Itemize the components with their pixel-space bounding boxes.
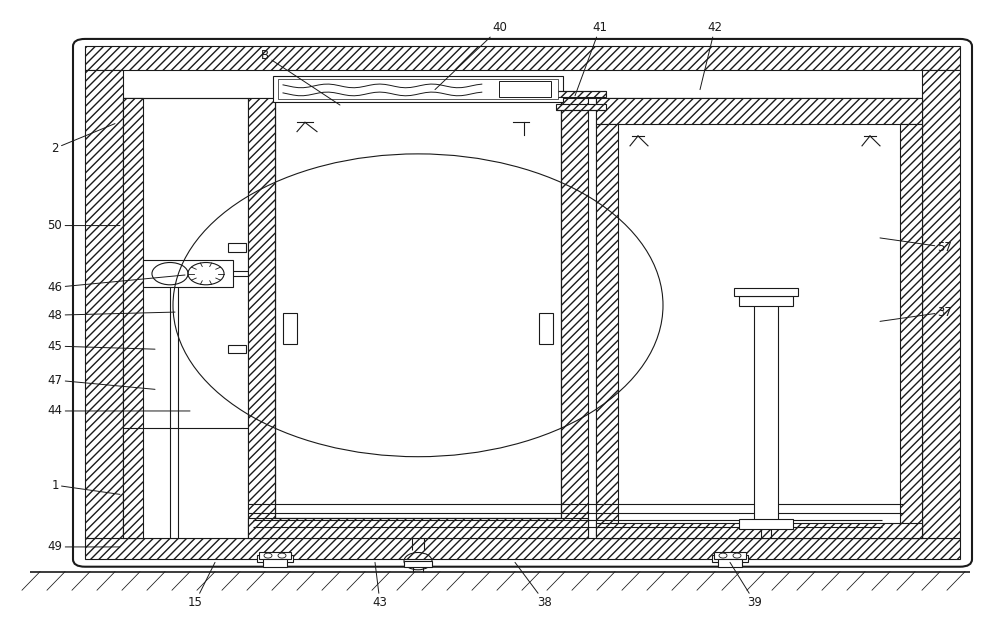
Bar [556,91,606,97]
Bar [596,523,922,538]
Bar [561,98,588,538]
Text: 46: 46 [48,275,185,294]
Bar [556,104,606,110]
Text: 49: 49 [48,540,120,554]
Text: 15: 15 [188,562,215,609]
Bar [556,104,606,110]
Text: 45: 45 [48,339,155,353]
Bar [263,559,287,567]
Bar [248,98,275,538]
Bar [596,98,922,124]
Bar [618,124,900,523]
Text: 40: 40 [435,21,507,90]
Bar [248,518,588,538]
Bar [922,70,960,538]
Text: 48: 48 [48,308,175,322]
Text: 1: 1 [51,478,120,494]
Bar [123,70,922,538]
Bar [283,313,297,344]
FancyBboxPatch shape [73,39,972,567]
Bar [596,124,618,538]
Bar [596,124,618,538]
Bar [596,523,922,538]
Bar [739,519,793,529]
Bar [85,538,960,559]
Bar [404,561,432,567]
Bar [718,559,742,567]
Bar [499,81,551,97]
Text: 44: 44 [48,404,190,418]
Bar [596,98,922,538]
Bar [714,552,746,559]
Bar [273,76,563,102]
Bar [739,295,793,305]
Bar [539,313,553,344]
Bar [922,70,960,538]
Bar [248,98,275,538]
Bar [123,98,143,538]
Bar [561,98,588,538]
Bar [123,98,143,538]
Text: 41: 41 [575,21,608,96]
Bar [596,98,922,124]
Bar [712,555,748,562]
Bar [85,70,123,538]
Bar [556,91,606,97]
Bar [900,124,922,538]
Bar [228,243,246,252]
Bar [754,295,778,523]
Text: 57: 57 [880,238,952,254]
Bar [734,288,798,295]
Bar [123,98,248,538]
Bar [275,98,561,518]
Bar [85,46,960,70]
Bar [278,79,558,99]
Text: 43: 43 [373,562,387,609]
Bar [248,518,588,538]
Bar [257,555,293,562]
Text: 38: 38 [515,562,552,609]
Bar [259,552,291,559]
Bar [143,260,233,287]
Text: B: B [261,49,340,105]
Text: 37: 37 [880,305,952,321]
Bar [85,46,960,70]
Text: 50: 50 [48,219,120,232]
Bar [85,538,960,559]
Bar [85,70,123,538]
Text: 39: 39 [730,562,762,609]
Text: 2: 2 [51,124,115,155]
Bar [900,124,922,538]
Text: 42: 42 [700,21,722,90]
Bar [228,344,246,353]
Text: 47: 47 [48,373,155,389]
